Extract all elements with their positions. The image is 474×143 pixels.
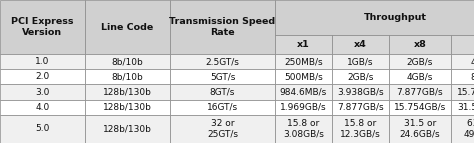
Bar: [389, 35, 451, 54]
Text: 128b/130b: 128b/130b: [103, 88, 152, 97]
Text: 128b/130b: 128b/130b: [103, 103, 152, 112]
Bar: [170, 54, 275, 69]
Bar: [451, 115, 474, 143]
Bar: [451, 54, 474, 69]
Bar: [332, 115, 389, 143]
Text: 7.877GB/s: 7.877GB/s: [397, 88, 443, 97]
Text: x8: x8: [413, 40, 427, 49]
Bar: [0, 69, 85, 85]
Bar: [389, 69, 451, 85]
Text: 2.5GT/s: 2.5GT/s: [206, 57, 239, 66]
Text: 15.754GB/s: 15.754GB/s: [457, 88, 474, 97]
Text: 5GT/s: 5GT/s: [210, 73, 235, 82]
Text: 31.508GB/s: 31.508GB/s: [457, 103, 474, 112]
Bar: [85, 54, 170, 69]
Text: 2GB/s: 2GB/s: [347, 73, 374, 82]
Text: 128b/130b: 128b/130b: [103, 124, 152, 133]
Bar: [85, 0, 170, 54]
Text: 8b/10b: 8b/10b: [111, 73, 143, 82]
Text: 4.0: 4.0: [36, 103, 50, 112]
Bar: [85, 115, 170, 143]
Text: 31.5 or
24.6GB/s: 31.5 or 24.6GB/s: [400, 119, 440, 139]
Text: Line Code: Line Code: [101, 23, 154, 32]
Bar: [389, 85, 451, 100]
Text: 4GB/s: 4GB/s: [407, 73, 433, 82]
Bar: [332, 54, 389, 69]
Text: 1GB/s: 1GB/s: [347, 57, 374, 66]
Bar: [275, 100, 332, 115]
Text: x1: x1: [297, 40, 310, 49]
Bar: [170, 85, 275, 100]
Text: 1.969GB/s: 1.969GB/s: [280, 103, 327, 112]
Text: 7.877GB/s: 7.877GB/s: [337, 103, 384, 112]
Text: 984.6MB/s: 984.6MB/s: [280, 88, 327, 97]
Text: 3.0: 3.0: [35, 88, 50, 97]
Bar: [275, 54, 332, 69]
Bar: [85, 69, 170, 85]
Text: 32 or
25GT/s: 32 or 25GT/s: [207, 119, 238, 139]
Bar: [451, 35, 474, 54]
Text: 15.754GB/s: 15.754GB/s: [394, 103, 446, 112]
Bar: [0, 0, 85, 54]
Text: 250MB/s: 250MB/s: [284, 57, 323, 66]
Bar: [389, 54, 451, 69]
Bar: [170, 100, 275, 115]
Text: 500MB/s: 500MB/s: [284, 73, 323, 82]
Bar: [332, 69, 389, 85]
Bar: [0, 85, 85, 100]
Text: 8GT/s: 8GT/s: [210, 88, 235, 97]
Bar: [0, 115, 85, 143]
Bar: [0, 100, 85, 115]
Bar: [275, 0, 474, 35]
Bar: [0, 54, 85, 69]
Text: 63.0 or
49.2GB/s: 63.0 or 49.2GB/s: [463, 119, 474, 139]
Text: 15.8 or
3.08GB/s: 15.8 or 3.08GB/s: [283, 119, 324, 139]
Bar: [170, 115, 275, 143]
Text: 2.0: 2.0: [36, 73, 50, 82]
Bar: [170, 69, 275, 85]
Bar: [389, 115, 451, 143]
Bar: [332, 100, 389, 115]
Text: 8GB/s: 8GB/s: [470, 73, 474, 82]
Bar: [451, 69, 474, 85]
Text: Throughput: Throughput: [364, 13, 427, 22]
Text: 16GT/s: 16GT/s: [207, 103, 238, 112]
Bar: [275, 85, 332, 100]
Text: Transmission Speed
Rate: Transmission Speed Rate: [169, 17, 275, 37]
Text: 15.8 or
12.3GB/s: 15.8 or 12.3GB/s: [340, 119, 381, 139]
Text: 2GB/s: 2GB/s: [407, 57, 433, 66]
Bar: [389, 100, 451, 115]
Text: 4GB/s: 4GB/s: [470, 57, 474, 66]
Text: 8b/10b: 8b/10b: [111, 57, 143, 66]
Text: 5.0: 5.0: [35, 124, 50, 133]
Bar: [85, 100, 170, 115]
Text: PCI Express
Version: PCI Express Version: [11, 17, 74, 37]
Bar: [170, 0, 275, 54]
Bar: [451, 100, 474, 115]
Text: 3.938GB/s: 3.938GB/s: [337, 88, 384, 97]
Bar: [332, 85, 389, 100]
Bar: [85, 85, 170, 100]
Text: x4: x4: [354, 40, 367, 49]
Text: 1.0: 1.0: [35, 57, 50, 66]
Bar: [332, 35, 389, 54]
Bar: [451, 85, 474, 100]
Bar: [275, 115, 332, 143]
Bar: [275, 69, 332, 85]
Bar: [275, 35, 332, 54]
